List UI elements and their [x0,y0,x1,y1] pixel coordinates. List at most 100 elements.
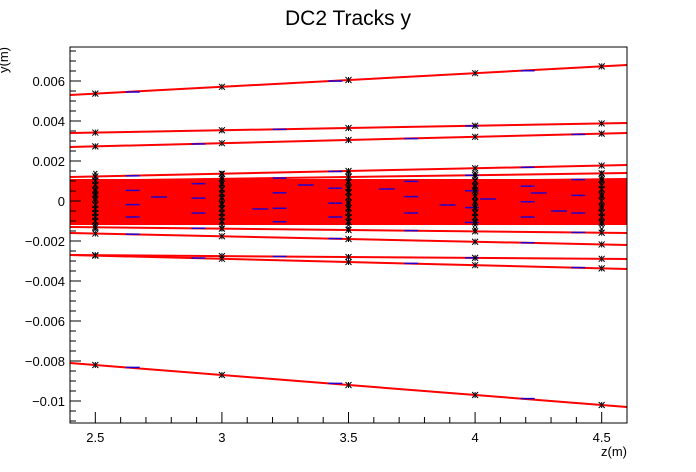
hit-marker [345,178,352,186]
axes: 2.5 3 3.5 4 4.5 0.006 0.004 0.002 0 −0.002 −0.004 −… [25,50,628,445]
band-hit-marker [92,218,98,224]
band-hit-marker [92,210,98,216]
band-hit-marker [472,174,478,180]
band-hit-marker [346,178,351,184]
band-hit-marker [219,194,225,200]
band-hit-marker [92,214,98,220]
x-tick-label: 4 [471,430,478,445]
band-hit-marker [92,190,98,196]
hit-marker [471,391,479,399]
band-hit-marker [472,210,478,216]
band-hit-marker [599,178,605,184]
band-hit-marker [472,182,478,188]
band-hit-marker [219,178,225,184]
band-hit-marker [92,174,98,180]
band-hit-marker [346,186,351,192]
hit-marker [91,129,99,136]
band-hit-marker [219,202,225,208]
band-hit-marker [599,202,605,208]
hit-marker [598,162,606,169]
band-hit-marker [92,178,98,184]
band-hit-marker [346,218,351,224]
band-hit-marker [472,214,478,220]
band-hit-marker [346,210,351,216]
band-hit-marker [599,190,605,196]
band-hit-marker [219,218,225,224]
band-hit-marker [599,218,605,224]
band-hit-marker [599,198,605,204]
band-hit-marker [472,218,478,224]
band-hit-marker [92,222,98,228]
hit-marker [598,255,606,263]
y-tick-label: 0.002 [32,154,65,169]
band-hit-marker [346,190,351,196]
hit-marker [91,361,99,369]
y-tick-label: −0.008 [25,354,65,369]
band-hit-marker [92,182,98,188]
band-hit-marker [92,226,98,232]
y-tick-label: −0.002 [25,234,65,249]
hit-marker [218,139,226,147]
band-hit-marker [599,174,605,180]
band-hit-marker [219,182,225,188]
band-hit-marker [219,190,225,196]
hit-marker [471,198,479,206]
hit-marker [471,238,479,246]
band-hit-marker [346,214,351,220]
hit-marker [218,194,226,202]
hit-marker [91,252,99,259]
band-hit-marker [599,210,605,216]
hit-marker [598,401,606,409]
x-tick-label: 3 [218,430,225,445]
band-hit-marker [472,202,478,208]
y-tick-label: 0 [58,194,65,209]
band-hit-marker [92,206,98,212]
band-hit-marker [599,186,605,192]
band-hit-marker [472,226,478,232]
band-hit-marker [219,170,225,176]
hit-marker [345,258,352,266]
hit-marker [218,170,226,178]
band-hit-marker [599,182,605,188]
hit-marker [345,218,352,226]
x-axis-label: z(m) [601,444,627,459]
y-tick-label: −0.006 [25,314,65,329]
band-hit-marker [219,174,225,180]
hit-marker [345,136,352,144]
band-hit-marker [472,170,478,176]
band-hit-marker [346,198,351,204]
band-hit-marker [346,182,351,188]
band-hit-marker [219,206,225,212]
hit-marker [218,126,226,134]
band-hit-marker [472,194,478,200]
chart-title: DC2 Tracks y [285,7,412,30]
band-hit-marker [472,186,478,192]
band-hit-marker [599,170,605,176]
band-hit-marker [92,202,98,208]
hit-marker [218,255,226,263]
band-hit-marker [219,210,225,216]
band-hit-marker [599,214,605,220]
hit-marker [345,226,352,234]
hit-marker [598,265,606,272]
hit-marker [345,381,352,389]
band-hit-marker [219,198,225,204]
hit-marker [598,241,606,248]
hit-marker [598,130,606,137]
hit-marker [471,192,479,200]
hit-marker [345,76,352,84]
band-hit-marker [219,214,225,220]
band-hit-marker [346,222,351,228]
hit-marker [345,235,352,243]
plot-area [69,63,628,409]
x-tick-label: 2.5 [86,430,104,445]
y-tick-label: 0.004 [32,114,65,129]
band-hit-marker [92,186,98,192]
band-hit-marker [219,222,225,228]
y-tick-label: 0.006 [32,74,65,89]
band-hit-marker [472,178,478,184]
hit-marker [471,69,479,77]
hit-marker [471,133,479,141]
hit-marker [91,143,99,150]
